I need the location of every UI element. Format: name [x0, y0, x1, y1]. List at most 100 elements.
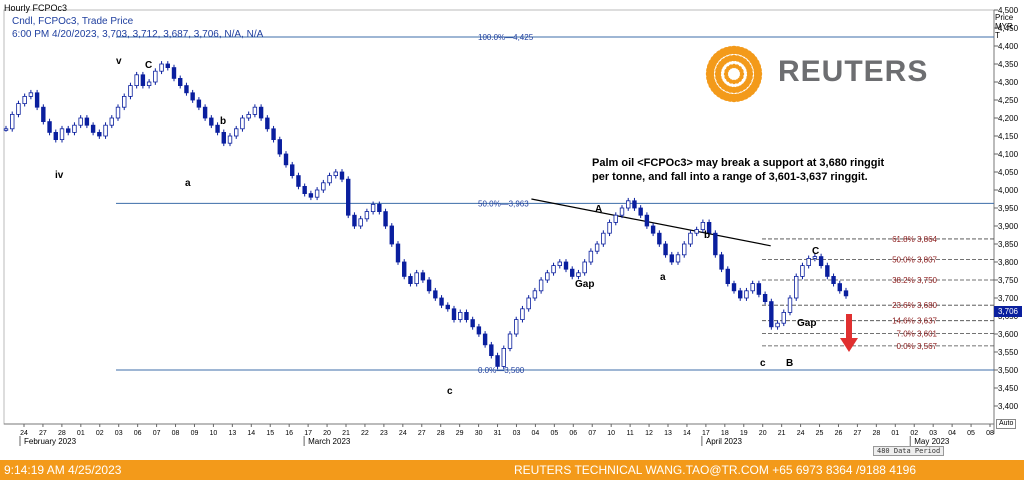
x-tick-label: 04	[532, 430, 540, 437]
candle-body	[762, 293, 768, 302]
y-tick-label: 4,500	[998, 6, 1019, 15]
x-tick-label: 21	[778, 430, 786, 437]
candle-body	[178, 78, 183, 87]
candle-body	[476, 326, 482, 335]
x-tick-label: 30	[475, 430, 483, 437]
wave-label: iv	[55, 170, 64, 181]
fib-minor-label: 61.8% 3,864	[892, 235, 937, 244]
wave-label: C	[812, 246, 819, 257]
x-tick-label: 15	[266, 430, 274, 437]
candle-body	[750, 283, 755, 292]
y-tick-label: 3,400	[998, 402, 1019, 411]
logo-dot	[739, 68, 744, 74]
wave-label: b	[220, 116, 226, 127]
y-tick-label: 3,600	[998, 330, 1019, 339]
candle-body	[364, 211, 370, 220]
candle-body	[818, 256, 824, 267]
last-price-tag: 3,706	[994, 306, 1022, 317]
annotation-line-1: Palm oil <FCPOc3> may break a support at…	[592, 157, 885, 169]
candle-body	[700, 221, 706, 230]
y-tick-label: 4,200	[998, 114, 1019, 123]
candle-body	[302, 185, 307, 194]
data-period-label: 480 Data Period	[873, 446, 945, 456]
candle-body	[800, 265, 805, 277]
candle-body	[227, 135, 233, 144]
y-tick-label: 4,350	[998, 60, 1019, 69]
candle-body	[545, 272, 550, 281]
candle-body	[769, 301, 774, 328]
x-tick-label: 28	[872, 430, 880, 437]
x-tick-label: 07	[588, 430, 596, 437]
candle-body	[619, 207, 625, 216]
candle-body	[190, 92, 195, 101]
candle-body	[103, 124, 108, 137]
candle-body	[72, 124, 77, 133]
wave-label: Gap	[797, 318, 816, 329]
x-tick-label: 13	[228, 430, 236, 437]
x-tick-label: 16	[285, 430, 293, 437]
fib-minor-label: 38.2% 3,750	[892, 276, 937, 285]
price-unit-line: T	[995, 31, 1000, 40]
x-tick-label: 18	[721, 430, 729, 437]
x-tick-label: 05	[550, 430, 558, 437]
x-tick-label: 09	[191, 430, 199, 437]
fib-minor-label: 7.0% 3,601	[897, 330, 938, 339]
x-tick-label: 22	[361, 430, 369, 437]
y-tick-label: 4,250	[998, 96, 1019, 105]
auto-scale-button[interactable]: Auto	[996, 419, 1017, 429]
chart-annotation: Palm oil <FCPOc3> may break a support at…	[592, 156, 884, 184]
candle-body	[209, 117, 214, 126]
candle-body	[128, 85, 133, 97]
candle-body	[377, 203, 382, 212]
candle-body	[53, 131, 58, 140]
candle-body	[252, 106, 258, 115]
y-tick-label: 3,450	[998, 384, 1019, 393]
candle-body	[576, 272, 581, 277]
x-tick-label: 24	[399, 430, 407, 437]
candle-body	[713, 232, 718, 256]
candle-body	[794, 275, 799, 299]
x-tick-label: 20	[323, 430, 331, 437]
candle-body	[234, 128, 239, 137]
candle-body	[265, 117, 270, 130]
candle-body	[694, 229, 699, 234]
candle-body	[787, 297, 793, 313]
x-tick-label: 05	[967, 430, 975, 437]
candle-body	[28, 92, 34, 97]
candle-body	[613, 214, 618, 223]
candle-body	[663, 243, 668, 256]
candle-body	[843, 290, 849, 297]
candle-body	[601, 232, 606, 245]
candle-body	[837, 283, 842, 292]
candle-body	[327, 175, 332, 184]
fib-level-label: 50.0%—3,963	[478, 199, 529, 208]
candle-body	[812, 256, 818, 259]
candle-body	[756, 283, 762, 295]
candle-body	[688, 232, 693, 245]
candle-body	[825, 265, 830, 277]
footer-timestamp: 9:14:19 AM 4/25/2023	[4, 463, 122, 477]
candle-body	[806, 257, 811, 266]
candle-body	[59, 128, 65, 141]
candle-body	[395, 243, 401, 263]
candle-body	[532, 290, 538, 299]
candle-body	[650, 225, 656, 234]
candle-body	[389, 225, 394, 245]
price-unit-label: Price MYR T	[995, 13, 1013, 40]
wave-label: b	[704, 230, 710, 241]
candle-body	[159, 63, 164, 72]
y-tick-label: 3,950	[998, 204, 1019, 213]
fib-minor-label: 14.6% 3,637	[892, 317, 937, 326]
annotation-line-2: per tonne, and fall into a range of 3,60…	[592, 171, 868, 183]
x-tick-label: 10	[210, 430, 218, 437]
candle-body	[514, 319, 519, 335]
price-unit-line: MYR	[995, 22, 1013, 31]
x-tick-label: 14	[683, 430, 691, 437]
candle-body	[258, 106, 264, 119]
candle-body	[657, 232, 662, 245]
candle-body	[507, 333, 513, 349]
month-label: March 2023	[308, 437, 351, 446]
candle-body	[383, 211, 388, 227]
candle-body	[551, 265, 556, 274]
candle-body	[638, 207, 643, 216]
